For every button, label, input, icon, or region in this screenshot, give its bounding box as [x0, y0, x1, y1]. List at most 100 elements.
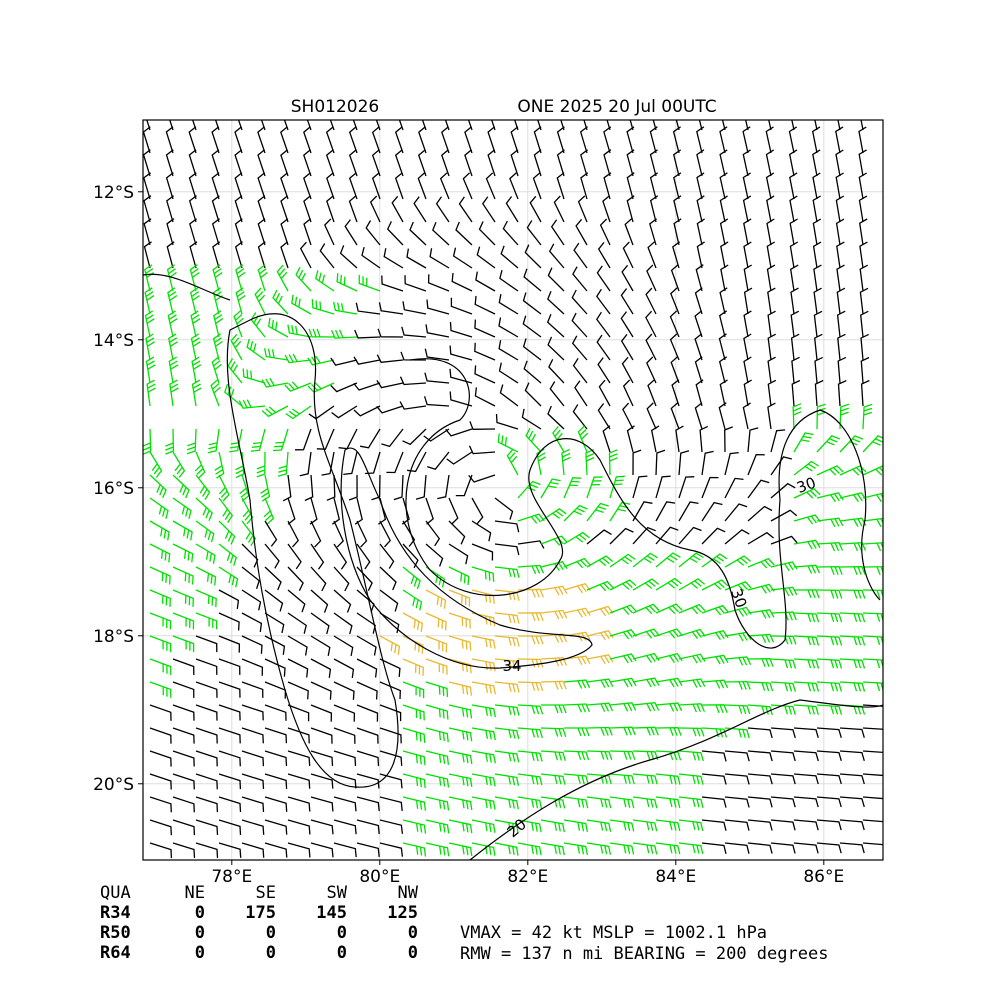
wind-barb — [609, 553, 636, 568]
wind-barb — [448, 497, 459, 525]
wind-barb — [522, 292, 542, 315]
wind-barb — [770, 842, 796, 854]
wind-barb — [143, 428, 152, 455]
contour-label: 34 — [502, 657, 521, 675]
wind-barb — [348, 474, 358, 501]
wind-barb — [310, 589, 329, 613]
wind-barb — [673, 218, 682, 246]
wind-barb — [655, 842, 681, 855]
wind-barb — [862, 704, 883, 707]
wind-barb — [391, 195, 404, 223]
wind-barb — [862, 681, 883, 692]
wind-barb — [195, 681, 218, 698]
wind-barb — [165, 172, 174, 200]
wind-barb — [720, 241, 729, 269]
wind-barb — [793, 727, 819, 738]
wind-barb — [580, 172, 589, 200]
wind-barb — [379, 589, 399, 612]
wind-barb — [358, 274, 381, 292]
wind-barb — [144, 264, 155, 292]
wind-barb — [626, 195, 635, 223]
wind-barb — [149, 589, 171, 607]
wind-barb — [586, 819, 612, 832]
wind-barb — [649, 126, 658, 154]
wind-barb — [425, 658, 448, 675]
wind-barb — [790, 333, 800, 361]
wind-barb — [149, 750, 172, 767]
wind-barb — [599, 218, 611, 246]
wind-barb — [172, 520, 193, 541]
wind-barb — [371, 149, 381, 177]
wind-barb — [835, 195, 845, 223]
wind-barb — [379, 819, 404, 834]
wind-barb — [211, 172, 220, 200]
wind-barb — [417, 149, 427, 177]
wind-barb — [789, 241, 799, 269]
wind-barb — [188, 149, 197, 177]
wind-barb — [540, 819, 565, 833]
wind-barb — [264, 543, 280, 569]
wind-barb — [742, 195, 752, 223]
wind-barb — [149, 773, 172, 790]
wind-barb — [793, 589, 820, 599]
wind-barb — [540, 585, 568, 596]
wind-barb — [836, 241, 845, 269]
wind-barb — [353, 356, 381, 365]
wind-barb — [632, 578, 660, 591]
wind-barb — [212, 264, 223, 292]
wind-barb — [606, 120, 611, 131]
wind-barb — [839, 773, 865, 785]
table-cell: R34 — [100, 903, 131, 923]
wind-barb — [719, 195, 728, 223]
wind-barb — [675, 120, 680, 131]
wind-barb — [235, 287, 246, 315]
contour-line — [143, 273, 231, 301]
wind-barb — [172, 451, 186, 478]
wind-barb — [310, 704, 333, 722]
wind-barb — [622, 402, 634, 430]
wind-barb — [678, 819, 704, 832]
wind-barb — [451, 272, 473, 292]
wind-barb — [172, 589, 194, 607]
wind-barb — [145, 356, 156, 384]
wind-barb — [257, 241, 266, 269]
wind-barb — [149, 451, 163, 478]
wind-barb — [744, 120, 749, 131]
wind-barb — [257, 149, 266, 177]
wind-barb — [324, 218, 335, 246]
wind-barb — [790, 287, 799, 315]
wind-barb — [609, 773, 635, 785]
wind-barb — [211, 126, 220, 154]
wind-barb — [143, 172, 151, 200]
wind-barb — [402, 428, 427, 446]
table-cell: 0 — [195, 923, 205, 943]
wind-barb — [816, 612, 843, 623]
wind-barb — [767, 287, 776, 315]
wind-barb — [837, 333, 846, 361]
x-tick-label: 78°E — [211, 867, 252, 887]
wind-barb — [837, 356, 847, 384]
wind-barb — [425, 612, 447, 631]
wind-barb — [609, 796, 635, 809]
wind-barb — [188, 195, 197, 223]
wind-barb — [678, 842, 704, 855]
wind-barb — [264, 658, 286, 677]
wind-barb — [701, 501, 723, 522]
wind-barb — [547, 405, 565, 430]
wind-barb — [718, 333, 727, 361]
wind-barb — [816, 773, 842, 785]
wind-barb — [321, 451, 335, 476]
wind-barb — [563, 655, 591, 666]
wind-barb — [609, 527, 634, 545]
wind-barb — [598, 379, 611, 407]
contour-line — [469, 699, 883, 860]
wind-barb — [491, 120, 496, 131]
wind-barb — [471, 819, 496, 833]
wind-barb — [514, 120, 519, 131]
wind-barb — [586, 502, 609, 522]
wind-barb — [425, 635, 448, 653]
wind-barb — [189, 218, 197, 246]
wind-barb — [241, 681, 264, 698]
wind-barb — [596, 334, 611, 361]
wind-barb — [261, 377, 289, 388]
